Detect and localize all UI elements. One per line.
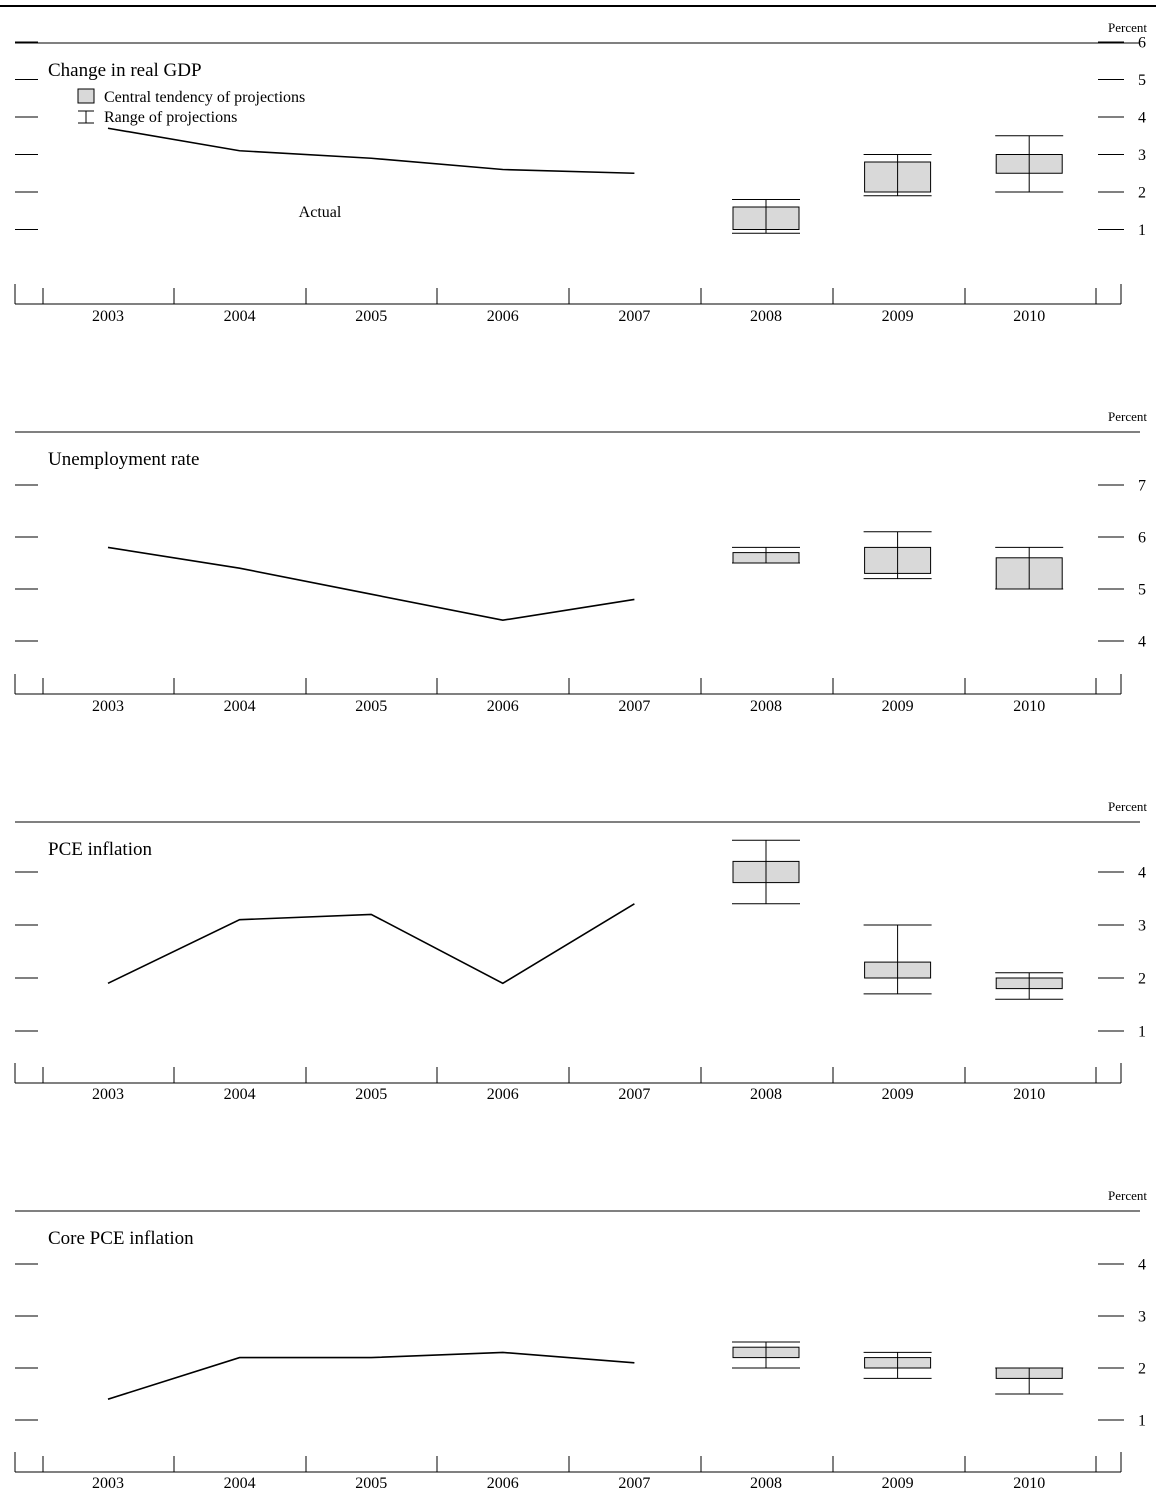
actual-series-line (107, 546, 635, 622)
actual-series-line (107, 1351, 635, 1400)
y-tick-label: 6 (1138, 530, 1146, 547)
projection-2008 (732, 1341, 800, 1369)
x-tick-label: 2004 (224, 308, 256, 325)
x-tick-label: 2006 (487, 308, 519, 325)
x-tick-label: 2009 (882, 698, 914, 715)
chart-panel-2: Percent Unemployment rate 4 5 6 7 2003 2004 2005… (14, 409, 1147, 715)
x-tick-label: 2006 (487, 698, 519, 715)
y-tick-label: 4 (1138, 110, 1146, 127)
chart-panel-4: Percent Core PCE inflation 1 2 3 4 2003 2004 200… (14, 1188, 1147, 1492)
x-tick-label: 2008 (750, 308, 782, 325)
x-tick-label: 2003 (92, 1086, 124, 1103)
x-tick-label: 2010 (1013, 698, 1045, 715)
x-tick-label: 2008 (750, 1086, 782, 1103)
x-tick-label: 2010 (1013, 1086, 1045, 1103)
projection-2009 (863, 924, 932, 995)
y-tick-label: 4 (1138, 634, 1146, 651)
panel-title: Core PCE inflation (48, 1228, 194, 1249)
legend-range-label: Range of projections (104, 109, 237, 126)
projection-2008 (732, 839, 800, 905)
y-tick-label: 2 (1138, 971, 1146, 988)
y-tick-label: 4 (1138, 865, 1146, 882)
unit-label: Percent (1108, 799, 1147, 814)
x-tick-label: 2004 (224, 698, 256, 715)
legend-box-swatch (77, 88, 95, 104)
x-tick-label: 2009 (882, 1086, 914, 1103)
x-tick-label: 2004 (224, 1086, 256, 1103)
projection-2009 (863, 154, 932, 197)
x-tick-label: 2007 (618, 308, 650, 325)
x-tick-label: 2003 (92, 698, 124, 715)
y-tick-label: 1 (1138, 1413, 1146, 1430)
x-tick-label: 2005 (355, 698, 387, 715)
panel-title: Unemployment rate (48, 449, 199, 470)
y-tick-label: 1 (1138, 1024, 1146, 1041)
projection-2009 (863, 531, 932, 580)
y-tick-label: 3 (1138, 1309, 1146, 1326)
x-tick-label: 2003 (92, 308, 124, 325)
y-tick-label: 3 (1138, 147, 1146, 164)
y-tick-label: 6 (1138, 35, 1146, 52)
projection-2010 (995, 1367, 1064, 1395)
chart-panel-3: Percent PCE inflation 1 2 3 4 2003 2004 2005 2006… (14, 799, 1147, 1103)
x-tick-label: 2004 (224, 1475, 256, 1492)
y-tick-label: 5 (1138, 582, 1146, 599)
x-tick-label: 2007 (618, 1086, 650, 1103)
legend: Central tendency of projections Range of … (77, 88, 305, 126)
x-tick-label: 2008 (750, 698, 782, 715)
projection-2010 (995, 972, 1064, 1000)
x-tick-label: 2009 (882, 308, 914, 325)
x-tick-label: 2010 (1013, 308, 1045, 325)
unit-label: Percent (1108, 1188, 1147, 1203)
x-tick-label: 2005 (355, 1086, 387, 1103)
projection-2010 (995, 546, 1064, 590)
x-tick-label: 2007 (618, 698, 650, 715)
x-tick-label: 2009 (882, 1475, 914, 1492)
y-tick-label: 7 (1138, 478, 1146, 495)
actual-series-line (107, 903, 635, 985)
chart-panel-1: Percent Change in real GDP 1 2 3 4 5 6 2003 2004 2… (14, 20, 1147, 325)
unit-label: Percent (1108, 20, 1147, 35)
projection-2008 (732, 199, 800, 234)
actual-series-line (107, 127, 635, 175)
x-tick-label: 2006 (487, 1475, 519, 1492)
x-tick-label: 2008 (750, 1475, 782, 1492)
unit-label: Percent (1108, 409, 1147, 424)
y-tick-label: 1 (1138, 222, 1146, 239)
projection-2008 (732, 546, 800, 564)
x-tick-label: 2005 (355, 1475, 387, 1492)
panel-title: Change in real GDP (48, 60, 202, 81)
x-tick-label: 2003 (92, 1475, 124, 1492)
x-tick-label: 2005 (355, 308, 387, 325)
y-tick-label: 4 (1138, 1257, 1146, 1274)
projection-2010 (995, 135, 1064, 193)
x-tick-label: 2007 (618, 1475, 650, 1492)
legend-central-label: Central tendency of projections (104, 89, 305, 106)
y-tick-label: 2 (1138, 1361, 1146, 1378)
projection-2009 (863, 1351, 932, 1379)
panel-title: PCE inflation (48, 839, 152, 860)
x-tick-label: 2010 (1013, 1475, 1045, 1492)
y-tick-label: 5 (1138, 72, 1146, 89)
y-tick-label: 3 (1138, 918, 1146, 935)
x-tick-label: 2006 (487, 1086, 519, 1103)
y-tick-label: 2 (1138, 185, 1146, 202)
actual-annotation: Actual (299, 204, 342, 221)
